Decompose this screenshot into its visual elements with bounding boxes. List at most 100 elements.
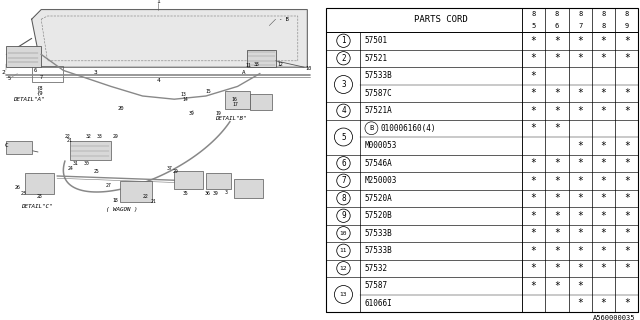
Text: A: A — [243, 69, 246, 75]
Text: *: * — [554, 281, 560, 291]
Text: 23: 23 — [20, 191, 26, 196]
Text: 5: 5 — [341, 132, 346, 141]
Text: 27: 27 — [106, 183, 112, 188]
Text: 7: 7 — [578, 23, 582, 29]
Text: 3: 3 — [93, 69, 97, 75]
Text: *: * — [554, 263, 560, 273]
Text: *: * — [577, 36, 583, 46]
Text: M000053: M000053 — [364, 141, 397, 150]
Text: *: * — [624, 176, 630, 186]
Text: *: * — [554, 193, 560, 203]
Text: *: * — [577, 88, 583, 98]
Text: *: * — [600, 193, 607, 203]
Text: 8: 8 — [602, 23, 605, 29]
Text: 4: 4 — [341, 106, 346, 115]
Text: *: * — [624, 53, 630, 63]
Text: *: * — [531, 123, 536, 133]
FancyBboxPatch shape — [206, 173, 231, 189]
Text: *: * — [554, 123, 560, 133]
Text: *: * — [554, 246, 560, 256]
FancyBboxPatch shape — [250, 94, 273, 110]
Text: B: B — [369, 125, 374, 131]
FancyBboxPatch shape — [6, 141, 32, 154]
Text: *: * — [624, 263, 630, 273]
Text: *: * — [554, 106, 560, 116]
Text: *: * — [531, 36, 536, 46]
Text: 57532: 57532 — [364, 264, 387, 273]
Text: 6: 6 — [555, 23, 559, 29]
Text: 57546A: 57546A — [364, 159, 392, 168]
Text: *: * — [554, 228, 560, 238]
Text: *: * — [624, 228, 630, 238]
Text: *: * — [531, 263, 536, 273]
Text: 36: 36 — [204, 191, 210, 196]
Text: 8: 8 — [555, 11, 559, 17]
Text: 2: 2 — [1, 69, 5, 75]
Text: 4: 4 — [157, 77, 160, 83]
Text: 010006160(4): 010006160(4) — [380, 124, 436, 133]
Text: *: * — [624, 211, 630, 221]
Text: 13: 13 — [180, 92, 186, 97]
Text: *: * — [624, 158, 630, 168]
Text: 38: 38 — [253, 61, 259, 67]
FancyBboxPatch shape — [120, 181, 152, 202]
Text: 29: 29 — [113, 133, 118, 139]
Text: 10: 10 — [306, 66, 312, 71]
Text: *: * — [624, 106, 630, 116]
Text: 22: 22 — [143, 194, 148, 199]
Text: *: * — [600, 106, 607, 116]
Text: 57520A: 57520A — [364, 194, 392, 203]
Text: 30: 30 — [84, 161, 90, 166]
Text: *: * — [600, 53, 607, 63]
Text: *: * — [577, 246, 583, 256]
Polygon shape — [32, 10, 307, 67]
Text: *: * — [577, 263, 583, 273]
Text: 9: 9 — [341, 211, 346, 220]
Text: 8: 8 — [625, 11, 629, 17]
Text: 8: 8 — [532, 11, 536, 17]
Text: 57587C: 57587C — [364, 89, 392, 98]
Text: 5: 5 — [8, 76, 11, 81]
Text: {9: {9 — [36, 90, 43, 95]
Text: 25: 25 — [93, 169, 99, 174]
Text: *: * — [531, 53, 536, 63]
FancyBboxPatch shape — [70, 141, 111, 160]
Text: 57521A: 57521A — [364, 106, 392, 115]
Text: 33: 33 — [97, 133, 102, 139]
Text: *: * — [600, 298, 607, 308]
FancyBboxPatch shape — [234, 179, 263, 198]
Text: *: * — [577, 158, 583, 168]
FancyBboxPatch shape — [225, 91, 250, 109]
Text: 35: 35 — [182, 191, 188, 196]
Text: ( WAGON ): ( WAGON ) — [106, 207, 138, 212]
Text: 31: 31 — [73, 161, 79, 166]
Text: 21: 21 — [150, 199, 156, 204]
Text: 6: 6 — [341, 159, 346, 168]
Text: {8: {8 — [36, 85, 43, 91]
Text: *: * — [624, 193, 630, 203]
Text: PARTS CORD: PARTS CORD — [414, 15, 468, 25]
Text: 15: 15 — [206, 89, 212, 94]
Text: *: * — [577, 298, 583, 308]
Text: 17: 17 — [233, 101, 239, 107]
Text: *: * — [554, 176, 560, 186]
Text: *: * — [554, 158, 560, 168]
Text: *: * — [600, 88, 607, 98]
Text: M250003: M250003 — [364, 176, 397, 185]
Text: 3: 3 — [225, 189, 228, 195]
Text: *: * — [554, 211, 560, 221]
Text: 61066I: 61066I — [364, 299, 392, 308]
Text: 21: 21 — [67, 138, 72, 143]
Text: DETAIL"C": DETAIL"C" — [20, 204, 52, 209]
Text: 9: 9 — [625, 23, 629, 29]
Text: *: * — [531, 176, 536, 186]
Text: *: * — [577, 141, 583, 151]
Text: 7: 7 — [40, 75, 43, 80]
Text: *: * — [600, 228, 607, 238]
Text: 57533B: 57533B — [364, 246, 392, 255]
Text: 5: 5 — [532, 23, 536, 29]
Text: *: * — [624, 36, 630, 46]
Text: 11: 11 — [340, 248, 348, 253]
Text: 2: 2 — [341, 54, 346, 63]
Text: 1: 1 — [157, 0, 160, 4]
